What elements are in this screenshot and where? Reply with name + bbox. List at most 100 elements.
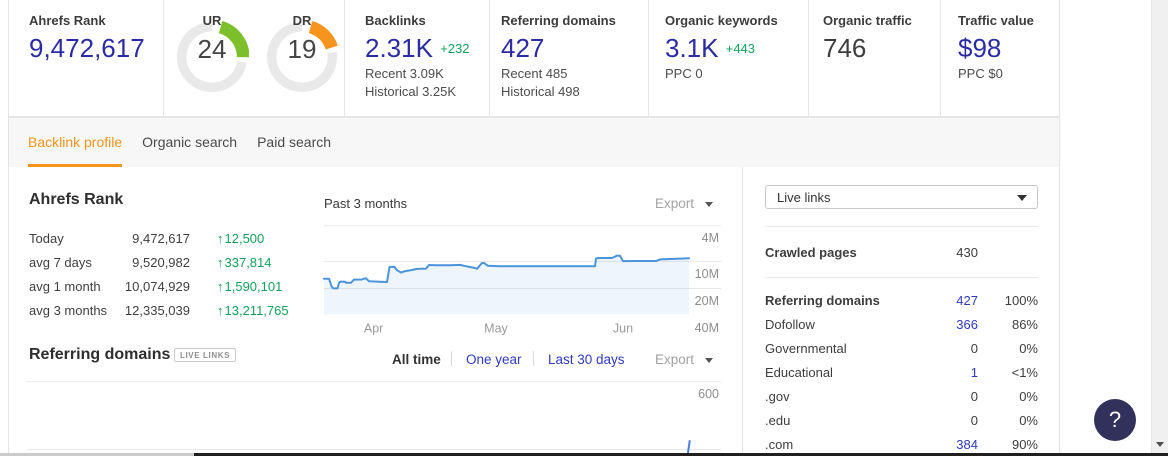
panel-divider (742, 167, 743, 454)
stat-percent: 0% (1019, 341, 1038, 356)
question-mark-icon: ? (1108, 407, 1122, 432)
stat-label: Governmental (765, 341, 847, 356)
rank-row-delta: ↑1,590,101 (217, 279, 282, 294)
metric-number: 3.1K (665, 33, 719, 63)
stat-value: 0 (970, 389, 978, 404)
tab-organic-search[interactable]: Organic search (142, 134, 238, 150)
rank-row-value: 9,472,617 (132, 231, 190, 246)
metric-value: 746 (823, 33, 867, 63)
export-button[interactable]: Export (655, 196, 695, 211)
svg-text:20M: 20M (695, 294, 719, 308)
stat-label: Dofollow (765, 317, 815, 332)
metric-label: Ahrefs Rank (29, 13, 106, 28)
dr-gauge-ring (266, 20, 338, 93)
stat-percent: 0% (1019, 389, 1038, 404)
svg-text:May: May (484, 322, 508, 336)
metric-delta: +443 (725, 41, 756, 56)
stat-percent: <1% (1011, 365, 1038, 380)
rank-delta-value: 1,590,101 (224, 279, 283, 294)
dr-label: DR (292, 13, 312, 28)
referring-domains-chart: 600 (26, 381, 721, 456)
rank-row-delta: ↑337,814 (217, 255, 272, 270)
rank-row-label: avg 3 months (29, 303, 108, 318)
rank-row-delta: ↑12,500 (217, 231, 264, 246)
stat-percent: 0% (1019, 413, 1038, 428)
rank-row-value: 10,074,929 (124, 279, 190, 294)
export-caret-icon[interactable] (705, 202, 713, 207)
metric-value[interactable]: 3.1K +443 (665, 33, 755, 64)
stat-value[interactable]: 366 (956, 317, 978, 332)
metric-value: 9,472,617 (29, 33, 145, 63)
stat-row-governmental: Governmental 0 0% (765, 337, 1038, 361)
stat-label: .gov (765, 389, 790, 404)
metric-ur-dr: UR 24 DR 19 (163, 0, 344, 116)
bottom-edge-dark (194, 453, 1168, 456)
select-caret-icon (1017, 195, 1027, 201)
range-tab-all-time[interactable]: All time (392, 352, 441, 367)
live-links-select[interactable]: Live links (765, 185, 1038, 209)
metric-referring-domains: Referring domains 427 Recent 485 Histori… (489, 0, 648, 116)
section-tabbar: Backlink profile Organic search Paid sea… (9, 117, 1059, 167)
rank-row-today: Today 9,472,617 ↑12,500 (29, 231, 329, 247)
help-button[interactable]: ? (1094, 399, 1136, 441)
metric-recent: Recent 3.09K (365, 66, 444, 81)
metric-value[interactable]: 427 (501, 33, 545, 63)
rank-row-avg7: avg 7 days 9,520,982 ↑337,814 (29, 255, 329, 271)
export-caret-icon[interactable] (705, 358, 713, 363)
range-tab-one-year[interactable]: One year (466, 352, 522, 367)
svg-text:10M: 10M (695, 267, 719, 281)
stat-label: Referring domains (765, 293, 880, 308)
svg-text:600: 600 (698, 387, 719, 401)
stat-label: Crawled pages (765, 245, 857, 260)
stat-percent: 90% (1011, 437, 1038, 452)
bottom-edge-gray (0, 453, 194, 456)
ur-label: UR (202, 13, 222, 28)
rank-delta-value: 13,211,765 (224, 303, 289, 318)
stat-value: 0 (970, 341, 978, 356)
rank-row-label: avg 7 days (29, 255, 92, 270)
export-button[interactable]: Export (655, 352, 695, 367)
rank-row-value: 12,335,039 (124, 303, 190, 318)
stat-percent: 86% (1011, 317, 1038, 332)
up-arrow-icon: ↑ (217, 303, 224, 318)
live-links-badge: LIVE LINKS (174, 348, 237, 362)
tab-paid-search[interactable]: Paid search (257, 134, 332, 150)
rank-delta-value: 337,814 (224, 255, 272, 270)
rank-row-avg3m: avg 3 months 12,335,039 ↑13,211,765 (29, 303, 329, 319)
rank-row-avg1m: avg 1 month 10,074,929 ↑1,590,101 (29, 279, 329, 295)
metric-historical: Historical 498 (501, 84, 580, 99)
metric-ahrefs-rank: Ahrefs Rank 9,472,617 (9, 0, 163, 116)
tab-backlink-profile[interactable]: Backlink profile (28, 118, 123, 167)
rank-row-label: avg 1 month (29, 279, 101, 294)
svg-text:Apr: Apr (364, 322, 383, 336)
stat-row-gov: .gov 0 0% (765, 385, 1038, 409)
panel-divider-line (765, 277, 1038, 278)
rank-section-title: Ahrefs Rank (29, 191, 124, 208)
stat-row-dofollow: Dofollow 366 86% (765, 313, 1038, 337)
crawled-pages-row: Crawled pages 430 (765, 241, 1038, 265)
svg-text:4M: 4M (702, 231, 719, 245)
stat-value[interactable]: 1 (970, 365, 978, 380)
dr-value: 19 (287, 34, 317, 64)
page-scrollbar[interactable] (1151, 0, 1168, 456)
rank-row-label: Today (29, 231, 64, 246)
range-separator (451, 351, 452, 366)
metric-value[interactable]: $98 (958, 33, 1002, 63)
stat-row-edu: .edu 0 0% (765, 409, 1038, 433)
stat-value[interactable]: 384 (956, 437, 978, 452)
metric-backlinks: Backlinks 2.31K +232 Recent 3.09K Histor… (344, 0, 489, 116)
up-arrow-icon: ↑ (217, 255, 224, 270)
range-tab-last-30-days[interactable]: Last 30 days (548, 352, 625, 367)
stat-label: Educational (765, 365, 833, 380)
metric-label: Organic keywords (665, 13, 778, 28)
metric-historical: Historical 3.25K (365, 84, 457, 99)
stat-label: .com (765, 437, 794, 452)
stat-row-referring-domains: Referring domains 427 100% (765, 289, 1038, 313)
up-arrow-icon: ↑ (217, 231, 224, 246)
scrollbar-down-arrow-icon[interactable] (1156, 442, 1164, 447)
range-separator (533, 351, 534, 366)
metric-value[interactable]: 2.31K +232 (365, 33, 469, 64)
stat-value[interactable]: 427 (956, 293, 978, 308)
panel-divider-line (765, 226, 1038, 227)
referring-section-title: Referring domains (29, 346, 171, 363)
